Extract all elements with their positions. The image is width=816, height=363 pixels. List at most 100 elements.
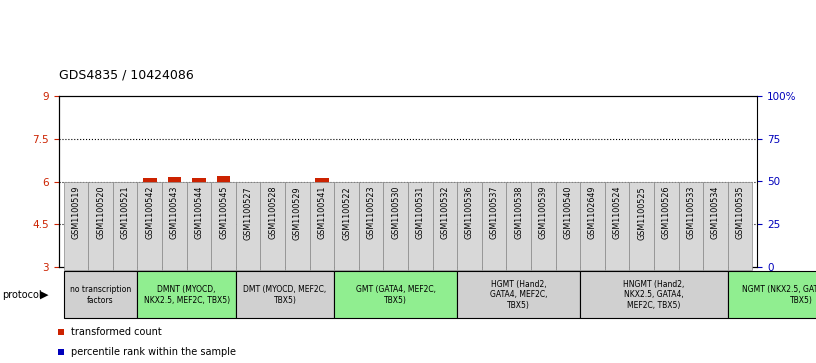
FancyBboxPatch shape — [654, 182, 679, 270]
FancyBboxPatch shape — [531, 182, 556, 270]
Text: GSM1100536: GSM1100536 — [465, 186, 474, 239]
FancyBboxPatch shape — [162, 182, 187, 270]
FancyBboxPatch shape — [88, 182, 113, 270]
Text: GSM1100544: GSM1100544 — [194, 186, 203, 239]
Text: no transcription
factors: no transcription factors — [70, 285, 131, 305]
FancyBboxPatch shape — [260, 182, 285, 270]
Text: GSM1100538: GSM1100538 — [514, 186, 523, 239]
Bar — [561, 194, 574, 267]
Text: GMT (GATA4, MEF2C,
TBX5): GMT (GATA4, MEF2C, TBX5) — [356, 285, 436, 305]
Bar — [69, 208, 82, 267]
Text: GSM1100528: GSM1100528 — [268, 186, 277, 240]
Bar — [684, 193, 698, 267]
Text: GDS4835 / 10424086: GDS4835 / 10424086 — [59, 69, 193, 82]
Text: GSM1100529: GSM1100529 — [293, 186, 302, 240]
Text: GSM1100527: GSM1100527 — [244, 186, 253, 240]
Text: GSM1100531: GSM1100531 — [416, 186, 425, 239]
Bar — [217, 176, 230, 267]
Text: GSM1100534: GSM1100534 — [711, 186, 720, 239]
Bar — [438, 193, 452, 267]
FancyBboxPatch shape — [629, 182, 654, 270]
FancyBboxPatch shape — [481, 182, 507, 270]
FancyBboxPatch shape — [113, 182, 137, 270]
Text: GSM1100530: GSM1100530 — [391, 186, 400, 239]
Bar — [512, 194, 526, 267]
Bar — [193, 178, 206, 267]
FancyBboxPatch shape — [285, 182, 309, 270]
Bar — [635, 209, 649, 267]
Text: GSM1100526: GSM1100526 — [662, 186, 671, 240]
Text: GSM1100542: GSM1100542 — [145, 186, 154, 240]
Bar — [339, 195, 353, 267]
Text: GSM1100524: GSM1100524 — [613, 186, 622, 240]
FancyBboxPatch shape — [457, 272, 580, 318]
Text: GSM1100537: GSM1100537 — [490, 186, 499, 240]
Bar — [389, 193, 402, 267]
FancyBboxPatch shape — [359, 182, 384, 270]
Text: DMNT (MYOCD,
NKX2.5, MEF2C, TBX5): DMNT (MYOCD, NKX2.5, MEF2C, TBX5) — [144, 285, 230, 305]
FancyBboxPatch shape — [309, 182, 335, 270]
Text: NGMT (NKX2.5, GATA4, MEF2C,
TBX5): NGMT (NKX2.5, GATA4, MEF2C, TBX5) — [743, 285, 816, 305]
Bar — [659, 195, 673, 267]
FancyBboxPatch shape — [728, 272, 816, 318]
FancyBboxPatch shape — [703, 182, 728, 270]
FancyBboxPatch shape — [605, 182, 629, 270]
Bar — [610, 193, 623, 267]
FancyBboxPatch shape — [580, 272, 728, 318]
Bar — [463, 195, 477, 267]
Text: GSM1100525: GSM1100525 — [637, 186, 646, 240]
Bar — [118, 209, 132, 267]
FancyBboxPatch shape — [137, 272, 236, 318]
Text: transformed count: transformed count — [71, 327, 162, 337]
FancyBboxPatch shape — [335, 182, 359, 270]
Text: GSM1100543: GSM1100543 — [170, 186, 179, 239]
Bar — [365, 195, 378, 267]
Text: protocol: protocol — [2, 290, 42, 300]
FancyBboxPatch shape — [507, 182, 531, 270]
Text: GSM1100520: GSM1100520 — [96, 186, 105, 240]
Text: GSM1100519: GSM1100519 — [72, 186, 81, 240]
Text: GSM1100535: GSM1100535 — [735, 186, 744, 240]
Text: GSM1100522: GSM1100522 — [342, 186, 351, 240]
Text: GSM1100541: GSM1100541 — [317, 186, 326, 239]
Bar — [143, 178, 157, 267]
Bar — [266, 195, 280, 267]
FancyBboxPatch shape — [580, 182, 605, 270]
Text: GSM1100523: GSM1100523 — [366, 186, 375, 240]
FancyBboxPatch shape — [432, 182, 457, 270]
Text: percentile rank within the sample: percentile rank within the sample — [71, 347, 236, 357]
Bar — [167, 177, 181, 267]
Text: HGMT (Hand2,
GATA4, MEF2C,
TBX5): HGMT (Hand2, GATA4, MEF2C, TBX5) — [490, 280, 548, 310]
Bar — [242, 194, 255, 267]
FancyBboxPatch shape — [384, 182, 408, 270]
FancyBboxPatch shape — [728, 182, 752, 270]
FancyBboxPatch shape — [187, 182, 211, 270]
Text: GSM1100532: GSM1100532 — [441, 186, 450, 240]
Text: GSM1100533: GSM1100533 — [686, 186, 695, 239]
FancyBboxPatch shape — [457, 182, 481, 270]
Bar — [734, 193, 747, 267]
Text: GSM1100539: GSM1100539 — [539, 186, 548, 240]
Text: GSM1100540: GSM1100540 — [563, 186, 572, 239]
FancyBboxPatch shape — [64, 182, 88, 270]
FancyBboxPatch shape — [137, 182, 162, 270]
Text: GSM1102649: GSM1102649 — [588, 186, 597, 240]
Bar — [94, 207, 108, 267]
Bar — [586, 194, 599, 267]
FancyBboxPatch shape — [236, 182, 260, 270]
Bar — [536, 194, 550, 267]
Bar — [487, 194, 501, 267]
FancyBboxPatch shape — [679, 182, 703, 270]
Text: DMT (MYOCD, MEF2C,
TBX5): DMT (MYOCD, MEF2C, TBX5) — [243, 285, 326, 305]
Text: GSM1100545: GSM1100545 — [219, 186, 228, 240]
Text: GSM1100521: GSM1100521 — [121, 186, 130, 240]
FancyBboxPatch shape — [236, 272, 335, 318]
Bar — [414, 193, 427, 267]
Text: HNGMT (Hand2,
NKX2.5, GATA4,
MEF2C, TBX5): HNGMT (Hand2, NKX2.5, GATA4, MEF2C, TBX5… — [623, 280, 685, 310]
FancyBboxPatch shape — [556, 182, 580, 270]
FancyBboxPatch shape — [211, 182, 236, 270]
Bar — [290, 194, 304, 267]
FancyBboxPatch shape — [408, 182, 432, 270]
FancyBboxPatch shape — [335, 272, 457, 318]
Text: ▶: ▶ — [40, 290, 48, 300]
